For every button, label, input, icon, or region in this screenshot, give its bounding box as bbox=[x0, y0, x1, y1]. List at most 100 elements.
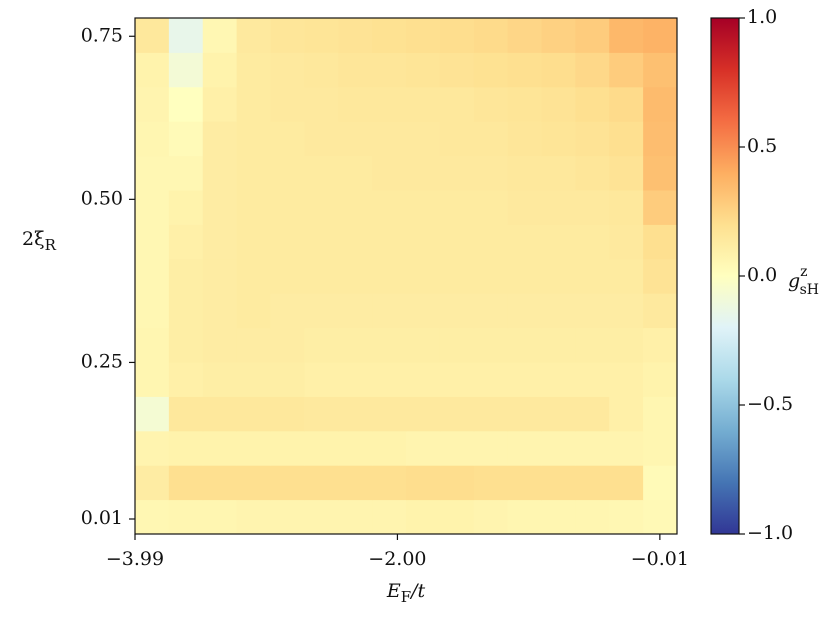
heatmap-cell bbox=[609, 190, 644, 225]
heatmap-cell bbox=[406, 224, 441, 260]
colorbar-tick-label: −0.5 bbox=[747, 393, 793, 415]
heatmap-cell bbox=[406, 327, 441, 363]
heatmap-cell bbox=[372, 224, 407, 260]
heatmap-cell bbox=[338, 52, 373, 88]
heatmap-cell bbox=[372, 362, 407, 397]
heatmap-cell bbox=[168, 293, 204, 329]
heatmap-cell bbox=[338, 430, 373, 466]
heatmap-cell bbox=[507, 396, 542, 432]
colorbar-tick-label: 0.5 bbox=[747, 135, 777, 157]
heatmap-cell bbox=[439, 155, 475, 191]
heatmap-cell bbox=[168, 155, 204, 191]
heatmap-cell bbox=[135, 18, 170, 53]
colorbar bbox=[710, 17, 740, 535]
heatmap-cell bbox=[439, 362, 475, 397]
heatmap-cell bbox=[372, 86, 407, 122]
heatmap-cell bbox=[541, 52, 576, 88]
heatmap-cell bbox=[202, 86, 238, 122]
heatmap-cell bbox=[304, 121, 339, 157]
heatmap-cell bbox=[541, 86, 576, 122]
heatmap-cell bbox=[609, 327, 644, 363]
heatmap-cell bbox=[473, 121, 509, 157]
heatmap-cell bbox=[270, 121, 305, 157]
heatmap-cell bbox=[236, 121, 271, 157]
heatmap-cell bbox=[406, 430, 441, 466]
heatmap-cell bbox=[168, 396, 204, 432]
heatmap-cell bbox=[473, 465, 509, 501]
heatmap-cell bbox=[473, 190, 509, 225]
heatmap-cell bbox=[609, 18, 644, 53]
heatmap-cell bbox=[643, 121, 678, 157]
heatmap-cell bbox=[304, 18, 339, 53]
heatmap-cell bbox=[135, 362, 170, 397]
heatmap-cell bbox=[507, 293, 542, 329]
heatmap-cell bbox=[439, 327, 475, 363]
heatmap-cell bbox=[270, 362, 305, 397]
heatmap-cell bbox=[541, 258, 576, 294]
heatmap-cell bbox=[135, 396, 170, 432]
heatmap-cell bbox=[202, 52, 238, 88]
heatmap-cell bbox=[135, 155, 170, 191]
heatmap-cell bbox=[575, 155, 610, 191]
heatmap-cell bbox=[541, 18, 576, 53]
heatmap-cell bbox=[507, 499, 542, 535]
heatmap-cell bbox=[270, 258, 305, 294]
cbar-label-main: g bbox=[788, 270, 800, 292]
heatmap-cell bbox=[575, 190, 610, 225]
heatmap-cell bbox=[575, 52, 610, 88]
heatmap-cell bbox=[202, 190, 238, 225]
heatmap-cell bbox=[575, 224, 610, 260]
heatmap-cell bbox=[236, 224, 271, 260]
heatmap-cell bbox=[168, 190, 204, 225]
heatmap-cell bbox=[609, 258, 644, 294]
heatmap-cell bbox=[135, 52, 170, 88]
heatmap-cell bbox=[270, 465, 305, 501]
heatmap-cell bbox=[236, 258, 271, 294]
heatmap-cell bbox=[135, 465, 170, 501]
heatmap-cell bbox=[372, 121, 407, 157]
heatmap-cell bbox=[406, 190, 441, 225]
heatmap-cell bbox=[406, 86, 441, 122]
heatmap-cell bbox=[338, 293, 373, 329]
heatmap-cell bbox=[135, 293, 170, 329]
heatmap-cell bbox=[338, 86, 373, 122]
heatmap-cell bbox=[473, 396, 509, 432]
heatmap-cell bbox=[338, 18, 373, 53]
heatmap-cell bbox=[643, 258, 678, 294]
y-label-main: 2ξ bbox=[22, 228, 45, 250]
y-tick-label: 0.01 bbox=[81, 507, 123, 529]
heatmap-cell bbox=[168, 224, 204, 260]
heatmap-cell bbox=[507, 155, 542, 191]
heatmap-cell bbox=[168, 327, 204, 363]
y-axis-label: 2ξR bbox=[22, 228, 57, 254]
heatmap-cell bbox=[304, 224, 339, 260]
heatmap-cell bbox=[372, 258, 407, 294]
y-tick-label: 0.75 bbox=[81, 24, 123, 46]
heatmap-cell bbox=[304, 52, 339, 88]
heatmap-cell bbox=[202, 155, 238, 191]
heatmap-cell bbox=[304, 86, 339, 122]
heatmap-cell bbox=[406, 396, 441, 432]
heatmap-cell bbox=[439, 52, 475, 88]
heatmap-cell bbox=[643, 362, 678, 397]
heatmap-cell bbox=[270, 224, 305, 260]
heatmap-cell bbox=[304, 465, 339, 501]
heatmap-cell bbox=[609, 396, 644, 432]
heatmap-cell bbox=[507, 121, 542, 157]
heatmap-cell bbox=[372, 155, 407, 191]
heatmap-cell bbox=[507, 190, 542, 225]
heatmap-cell bbox=[270, 327, 305, 363]
heatmap-cell bbox=[372, 327, 407, 363]
heatmap-cell bbox=[507, 327, 542, 363]
x-tick-label: −3.99 bbox=[106, 548, 164, 570]
x-axis-label: EF/t bbox=[386, 580, 426, 606]
cbar-label-sub: sH bbox=[800, 282, 819, 298]
heatmap-cell bbox=[609, 121, 644, 157]
heatmap-cell bbox=[338, 362, 373, 397]
heatmap-cell bbox=[338, 155, 373, 191]
y-label-sub: R bbox=[45, 236, 57, 254]
heatmap-cell bbox=[473, 362, 509, 397]
heatmap-cell bbox=[541, 155, 576, 191]
heatmap-cell bbox=[338, 396, 373, 432]
heatmap-cell bbox=[406, 465, 441, 501]
